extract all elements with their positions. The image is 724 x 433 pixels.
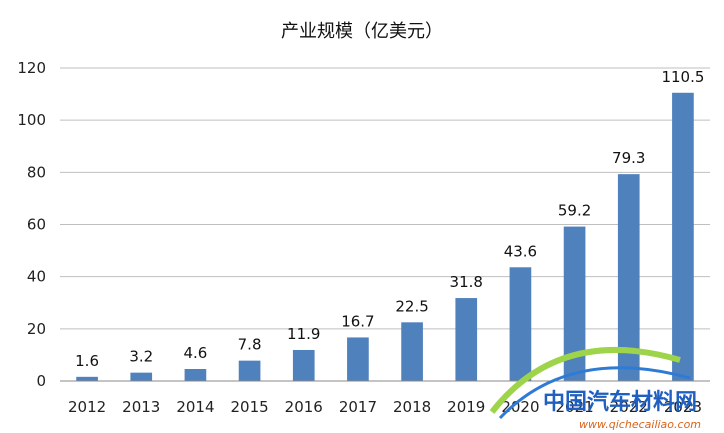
data-label-2018: 22.5 xyxy=(395,297,428,315)
data-labels: 1.6 3.2 4.6 7.8 11.9 16.7 22.5 31.8 43.6 59.2 79.3… xyxy=(75,68,704,370)
y-tick-label: 120 xyxy=(17,59,46,77)
bar-2023 xyxy=(672,92,694,381)
x-tick-label: 2014 xyxy=(176,398,214,416)
data-label-2015: 7.8 xyxy=(238,336,262,354)
bar-2016 xyxy=(292,349,315,381)
x-tick-label: 2021 xyxy=(555,398,593,416)
y-tick-label: 60 xyxy=(27,216,46,234)
bar-2021 xyxy=(563,226,586,381)
data-label-2012: 1.6 xyxy=(75,352,99,370)
bar-2018 xyxy=(401,322,423,381)
y-tick-label: 0 xyxy=(36,372,46,390)
data-label-2013: 3.2 xyxy=(129,348,153,366)
bar-2013 xyxy=(130,372,153,381)
data-label-2019: 31.8 xyxy=(450,273,483,291)
watermark-title: 中国汽车材料网 xyxy=(543,389,697,415)
x-tick-label: 2012 xyxy=(68,398,106,416)
bar-2015 xyxy=(238,360,261,381)
data-label-2017: 16.7 xyxy=(341,312,374,330)
x-axis-ticks: 2012 2013 2014 2015 2016 2017 2018 2019 2020 2021… xyxy=(68,398,702,416)
bar-2014 xyxy=(184,369,207,381)
x-tick-label: 2015 xyxy=(230,398,268,416)
watermark-url: www.qichecailiao.com xyxy=(579,418,701,431)
watermark-logo: 中国汽车材料网 www.qichecailiao.com xyxy=(489,347,701,431)
x-tick-label: 2017 xyxy=(339,398,377,416)
data-label-2020: 43.6 xyxy=(504,242,537,260)
data-label-2022: 79.3 xyxy=(612,149,645,167)
x-tick-label: 2019 xyxy=(447,398,485,416)
bar-2017 xyxy=(347,337,369,381)
x-tick-label: 2018 xyxy=(393,398,431,416)
x-tick-label: 2016 xyxy=(285,398,323,416)
y-tick-label: 100 xyxy=(17,111,46,129)
bar-2019 xyxy=(455,298,478,381)
y-tick-label: 40 xyxy=(27,268,46,286)
bar-2020 xyxy=(509,267,532,381)
data-label-2021: 59.2 xyxy=(558,202,591,220)
watermark-swoosh-icon xyxy=(489,347,681,414)
data-label-2014: 4.6 xyxy=(183,344,207,362)
gridlines xyxy=(60,67,710,330)
y-tick-label: 80 xyxy=(27,163,46,181)
x-tick-label: 2023 xyxy=(664,398,702,416)
bars xyxy=(76,92,694,381)
y-tick-label: 20 xyxy=(27,320,46,338)
x-tick-label: 2020 xyxy=(501,398,539,416)
x-tick-label: 2013 xyxy=(122,398,160,416)
data-label-2016: 11.9 xyxy=(287,325,320,343)
chart-title: 产业规模（亿美元） xyxy=(281,21,443,42)
y-axis-ticks: 0 20 40 60 80 100 120 xyxy=(17,59,46,390)
watermark-arc-icon xyxy=(498,366,691,420)
x-tick-label: 2022 xyxy=(610,398,648,416)
bar-2022 xyxy=(617,174,640,381)
bar-2012 xyxy=(76,376,98,381)
data-label-2023: 110.5 xyxy=(661,68,704,86)
